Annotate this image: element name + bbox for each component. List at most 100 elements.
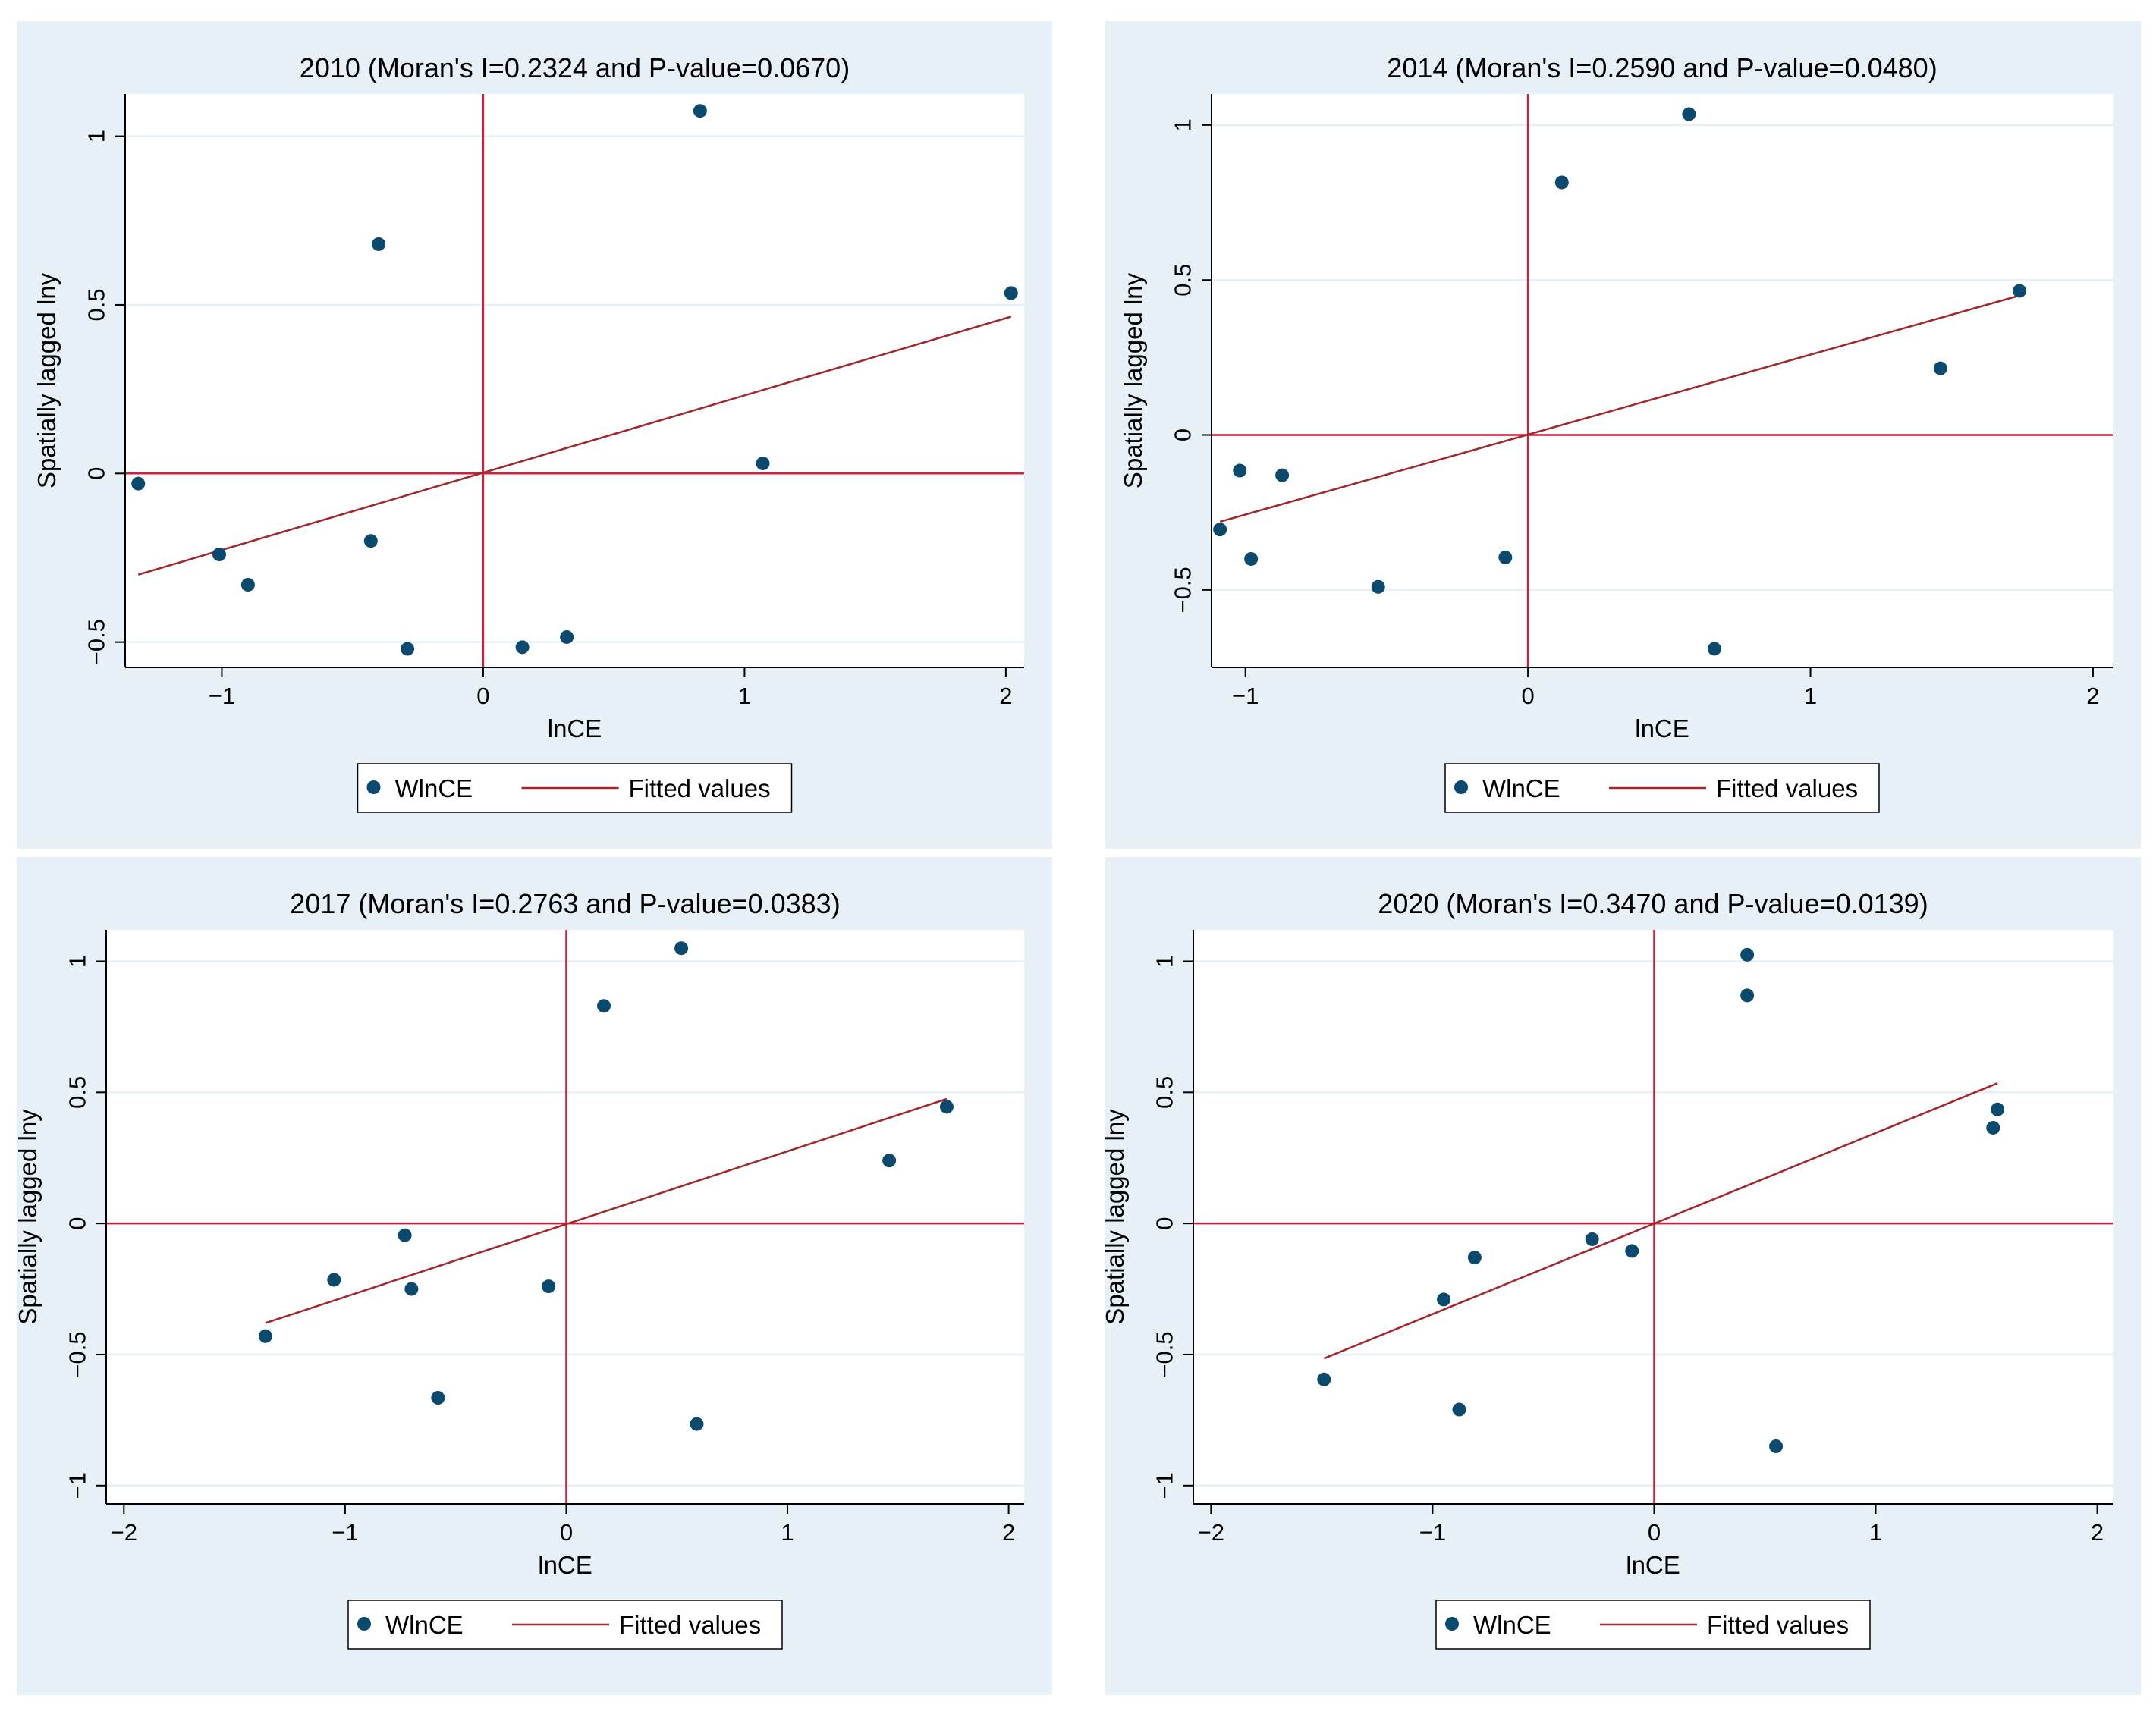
x-tick-label: −1 <box>332 1519 358 1546</box>
x-tick-label: 2 <box>999 683 1012 709</box>
data-point <box>693 104 707 118</box>
x-tick-label: 1 <box>1804 683 1817 709</box>
data-point <box>882 1154 897 1168</box>
x-tick-label: −1 <box>1419 1519 1446 1546</box>
data-point <box>1554 175 1569 190</box>
x-tick-label: −2 <box>1198 1519 1224 1546</box>
data-point <box>1986 1120 2000 1135</box>
x-axis-title: lnCE <box>538 1551 592 1579</box>
data-point <box>1004 286 1018 300</box>
y-tick-label: 0 <box>83 467 110 480</box>
legend-marker-icon <box>366 780 381 794</box>
data-point <box>674 941 689 956</box>
chart-panel-0: −0.5 0 0.5 1 −1 0 1 2 2010 (Moran's I=0.2324 and… <box>17 21 1052 849</box>
fitted-values-line <box>137 316 1012 576</box>
legend-marker-icon <box>1445 1617 1459 1631</box>
chart-title: 2014 (Moran's I=0.2590 and P-value=0.048… <box>1387 52 1937 83</box>
data-point <box>131 476 146 491</box>
data-point <box>398 1228 412 1242</box>
x-tick-label: 1 <box>1869 1519 1882 1546</box>
x-tick-label: 2 <box>1002 1519 1015 1546</box>
x-tick-label: 1 <box>738 683 751 709</box>
legend-label-fitted: Fitted values <box>619 1611 761 1639</box>
y-tick-label: 0 <box>1152 1217 1178 1230</box>
y-tick-label: 0 <box>64 1217 91 1230</box>
data-point <box>1213 523 1227 537</box>
legend-label-wlnce: WlnCE <box>1473 1611 1551 1639</box>
legend-label-fitted: Fitted values <box>1716 774 1858 802</box>
y-axis-title: Spatially lagged lny <box>1101 1109 1129 1325</box>
x-axis-title: lnCE <box>548 714 602 742</box>
data-point <box>372 237 386 251</box>
data-point <box>1933 361 1947 375</box>
data-point <box>212 548 227 562</box>
legend-marker-icon <box>357 1617 371 1631</box>
data-point <box>404 1282 419 1296</box>
chart-panel-3: −1 −0.5 0 0.5 1 −2 −1 0 1 2 2020 (Moran's I=0.3470… <box>1101 857 2141 1695</box>
data-point <box>1991 1102 2005 1116</box>
data-point <box>363 534 378 548</box>
y-tick-label: −0.5 <box>83 619 110 665</box>
y-tick-label: −0.5 <box>1170 567 1196 613</box>
legend-label-wlnce: WlnCE <box>1482 774 1560 802</box>
y-tick-label: 1 <box>83 130 110 143</box>
legend-label-wlnce: WlnCE <box>385 1611 464 1639</box>
legend-label-fitted: Fitted values <box>1707 1611 1849 1639</box>
data-point <box>515 640 530 655</box>
data-point <box>597 999 611 1013</box>
y-tick-label: 0 <box>1170 429 1196 441</box>
data-point <box>240 578 255 592</box>
y-tick-label: 0.5 <box>1152 1076 1178 1109</box>
y-axis-title: Spatially lagged lny <box>14 1109 42 1325</box>
data-point <box>542 1279 556 1294</box>
data-point <box>1625 1244 1639 1258</box>
x-axis-title: lnCE <box>1635 714 1689 742</box>
data-point <box>939 1100 954 1114</box>
data-point <box>1740 988 1755 1003</box>
legend-marker-icon <box>1454 780 1468 794</box>
x-tick-label: 1 <box>781 1519 794 1546</box>
y-tick-label: 1 <box>64 955 91 968</box>
y-tick-label: −1 <box>1152 1472 1178 1499</box>
fitted-values-line <box>1219 294 2020 523</box>
x-tick-label: 0 <box>560 1519 573 1546</box>
data-point <box>258 1329 272 1343</box>
data-point <box>401 642 415 656</box>
data-point <box>2013 284 2027 298</box>
x-tick-label: 0 <box>1648 1519 1661 1546</box>
chart-title: 2010 (Moran's I=0.2324 and P-value=0.067… <box>300 52 850 83</box>
y-tick-label: −0.5 <box>64 1331 91 1377</box>
y-tick-label: 0.5 <box>83 288 110 321</box>
y-tick-label: 1 <box>1152 955 1178 968</box>
plot-area <box>1212 94 2113 667</box>
fitted-values-line <box>265 1097 948 1324</box>
x-tick-label: 0 <box>1521 683 1534 709</box>
x-axis-title: lnCE <box>1626 1551 1680 1579</box>
y-axis-title: Spatially lagged lny <box>1119 272 1147 488</box>
data-point <box>690 1417 704 1431</box>
data-point <box>1740 947 1755 962</box>
y-tick-label: −0.5 <box>1152 1331 1178 1377</box>
data-point <box>431 1391 445 1405</box>
data-point <box>327 1273 341 1287</box>
data-point <box>1275 468 1290 482</box>
chart-title: 2020 (Moran's I=0.3470 and P-value=0.013… <box>1378 888 1928 919</box>
y-tick-label: −1 <box>64 1472 91 1499</box>
data-point <box>1452 1402 1466 1417</box>
data-point <box>1467 1251 1482 1265</box>
fitted-values-line <box>1323 1082 1998 1360</box>
x-tick-label: −1 <box>209 683 235 709</box>
y-tick-label: 0.5 <box>1170 264 1196 297</box>
chart-panel-1: −0.5 0 0.5 1 −1 0 1 2 2014 (Moran's I=0.2590 and… <box>1105 21 2141 849</box>
x-tick-label: 0 <box>476 683 489 709</box>
x-tick-label: 2 <box>2091 1519 2104 1546</box>
chart-title: 2017 (Moran's I=0.2763 and P-value=0.038… <box>290 888 840 919</box>
chart-panel-2: −1 −0.5 0 0.5 1 −2 −1 0 1 2 2017 (Moran's I=0.2763… <box>14 857 1052 1695</box>
y-tick-label: 0.5 <box>64 1076 91 1109</box>
x-tick-label: 2 <box>2086 683 2099 709</box>
data-point <box>1682 107 1696 121</box>
x-tick-label: −2 <box>111 1519 137 1546</box>
legend-label-fitted: Fitted values <box>629 774 771 802</box>
data-point <box>1498 550 1513 564</box>
